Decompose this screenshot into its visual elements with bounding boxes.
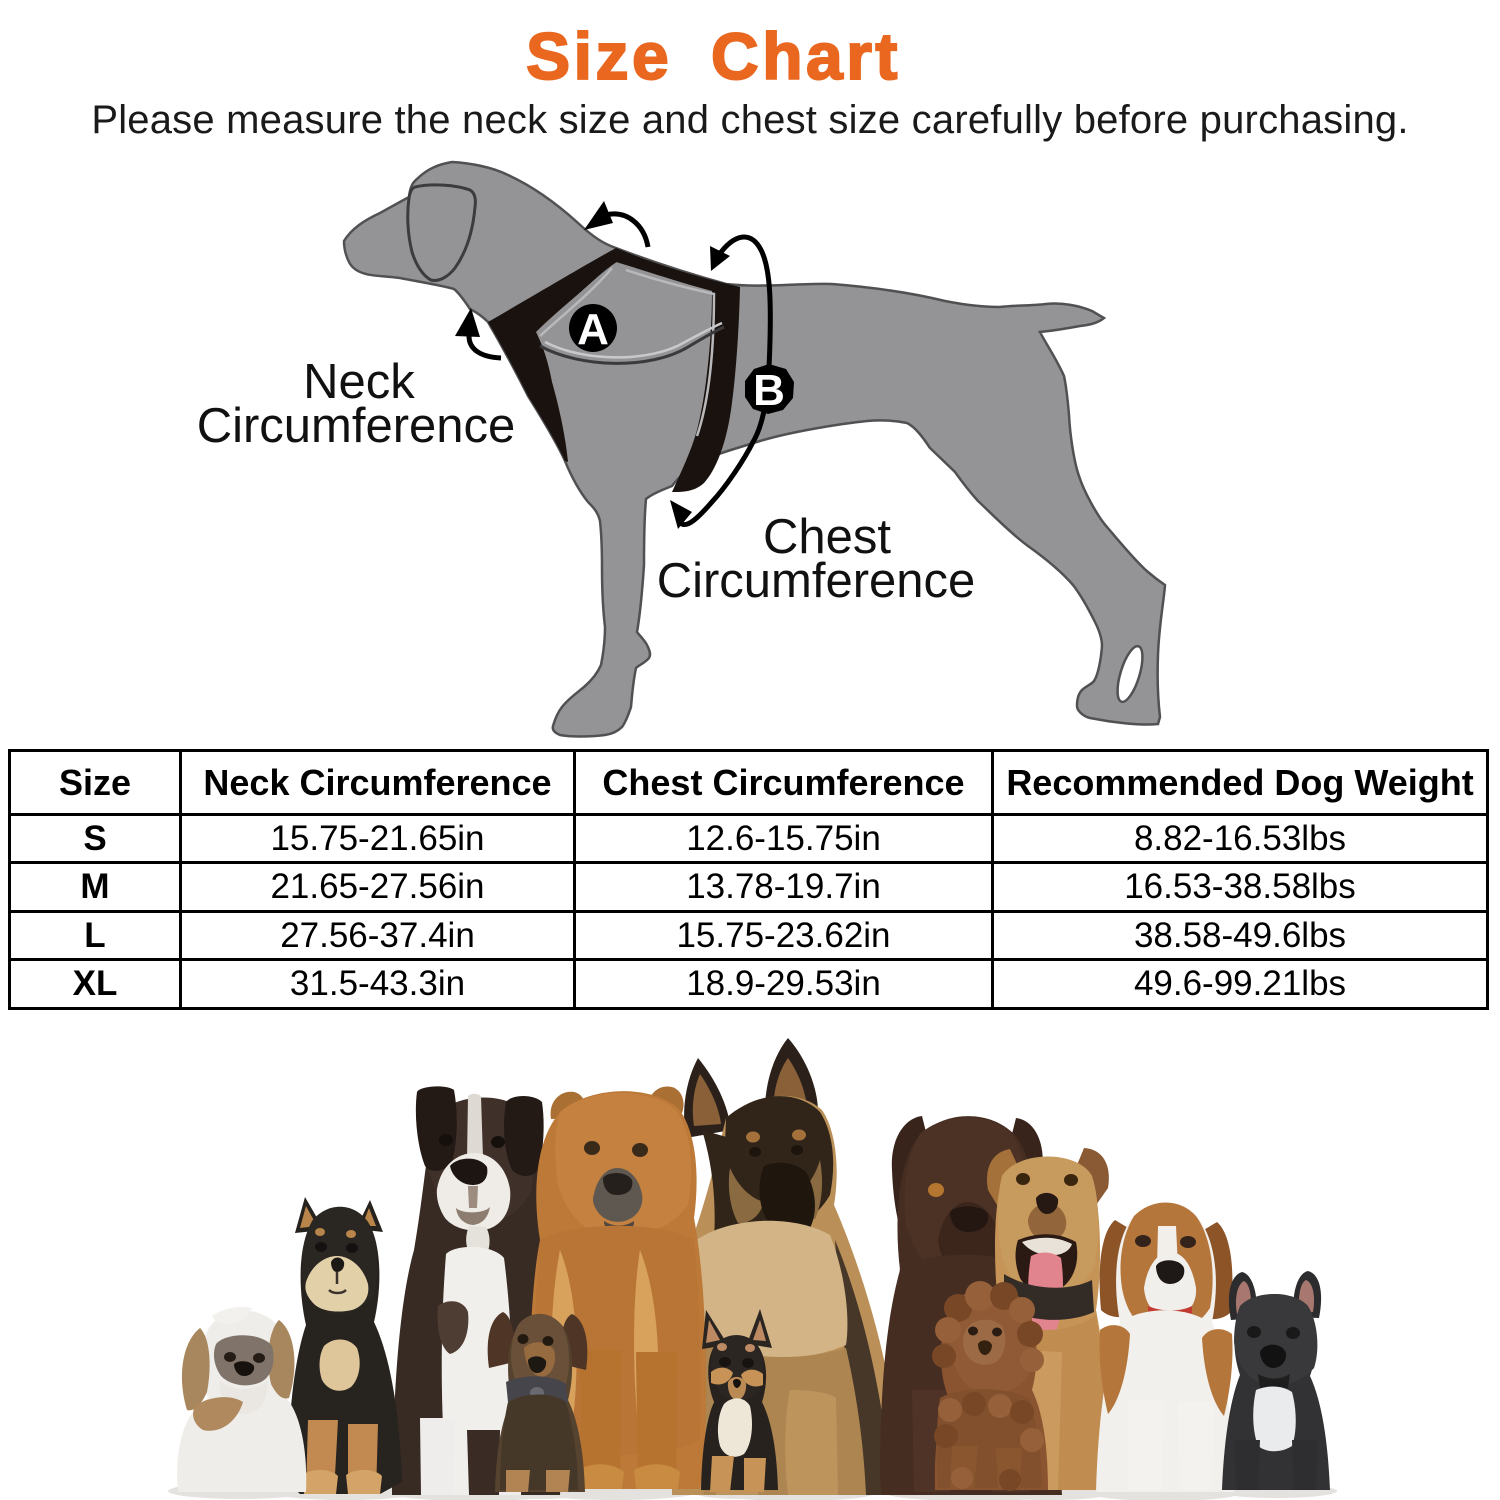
svg-text:A: A — [577, 305, 609, 354]
svg-text:B: B — [753, 366, 785, 415]
svg-text:Circumference: Circumference — [657, 554, 976, 608]
svg-text:Neck: Neck — [303, 355, 415, 409]
svg-text:Chest: Chest — [763, 510, 891, 564]
svg-text:Circumference: Circumference — [197, 399, 516, 453]
